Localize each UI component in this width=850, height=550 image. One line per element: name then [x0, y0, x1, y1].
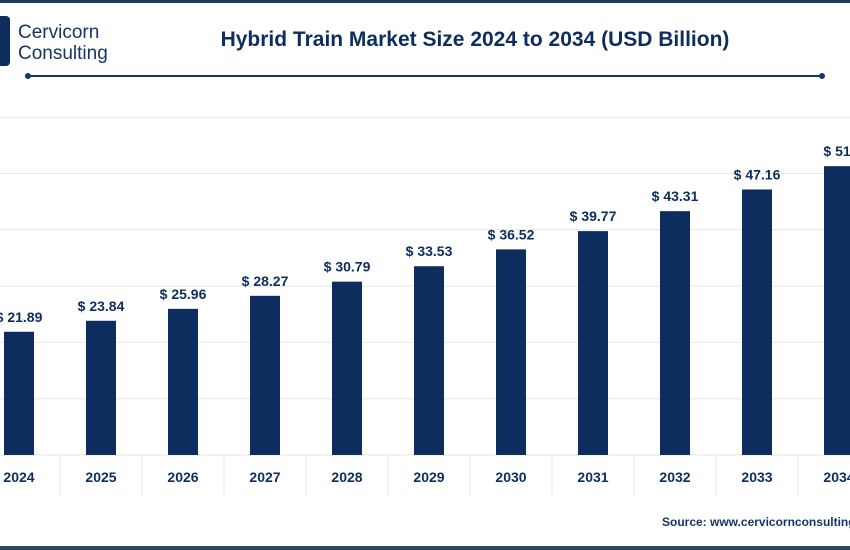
data-label-2025: $ 23.84 — [78, 298, 125, 314]
bottom-border — [0, 546, 850, 550]
logo-line2: Consulting — [18, 43, 108, 64]
data-label-2030: $ 36.52 — [488, 226, 535, 242]
logo-icon — [0, 16, 10, 66]
divider-dot — [819, 73, 825, 79]
x-tick-label-2033: 2033 — [741, 469, 772, 485]
bar-2025 — [86, 320, 116, 455]
bar-2031 — [578, 231, 608, 455]
x-tick-label-2032: 2032 — [659, 469, 690, 485]
x-tick-label-2034: 2034 — [823, 469, 850, 485]
data-label-2027: $ 28.27 — [242, 273, 289, 289]
data-label-2031: $ 39.77 — [570, 208, 617, 224]
data-label-2034: $ 51. — [823, 143, 850, 159]
bar-2033 — [742, 189, 772, 455]
x-tick-label-2028: 2028 — [331, 469, 362, 485]
data-label-2026: $ 25.96 — [160, 286, 207, 302]
bar-2027 — [250, 295, 280, 455]
logo: Cervicorn Consulting — [18, 22, 108, 64]
top-border — [0, 0, 850, 3]
bar-2030 — [496, 249, 526, 455]
x-tick-label-2025: 2025 — [85, 469, 116, 485]
bar-2034 — [824, 166, 850, 455]
divider-dot — [25, 73, 31, 79]
x-tick-label-2031: 2031 — [577, 469, 608, 485]
bar-2029 — [414, 266, 444, 455]
bar-2026 — [168, 308, 198, 455]
x-tick-label-2027: 2027 — [249, 469, 280, 485]
x-tick-label-2029: 2029 — [413, 469, 444, 485]
logo-line1: Cervicorn — [18, 22, 100, 43]
data-label-2032: $ 43.31 — [652, 188, 699, 204]
bar-2028 — [332, 281, 362, 455]
x-tick-label-2024: 2024 — [3, 469, 34, 485]
data-label-2028: $ 30.79 — [324, 259, 371, 275]
data-label-2029: $ 33.53 — [406, 243, 453, 259]
bar-2024 — [4, 331, 34, 455]
data-label-2033: $ 47.16 — [734, 166, 781, 182]
x-tick-label-2026: 2026 — [167, 469, 198, 485]
chart-title: Hybrid Train Market Size 2024 to 2034 (U… — [220, 28, 730, 51]
source-note: Source: www.cervicornconsulting.com — [662, 515, 850, 529]
data-label-2024: $ 21.89 — [0, 309, 43, 325]
title-divider — [28, 75, 822, 77]
bar-2032 — [660, 211, 690, 455]
x-tick-label-2030: 2030 — [495, 469, 526, 485]
